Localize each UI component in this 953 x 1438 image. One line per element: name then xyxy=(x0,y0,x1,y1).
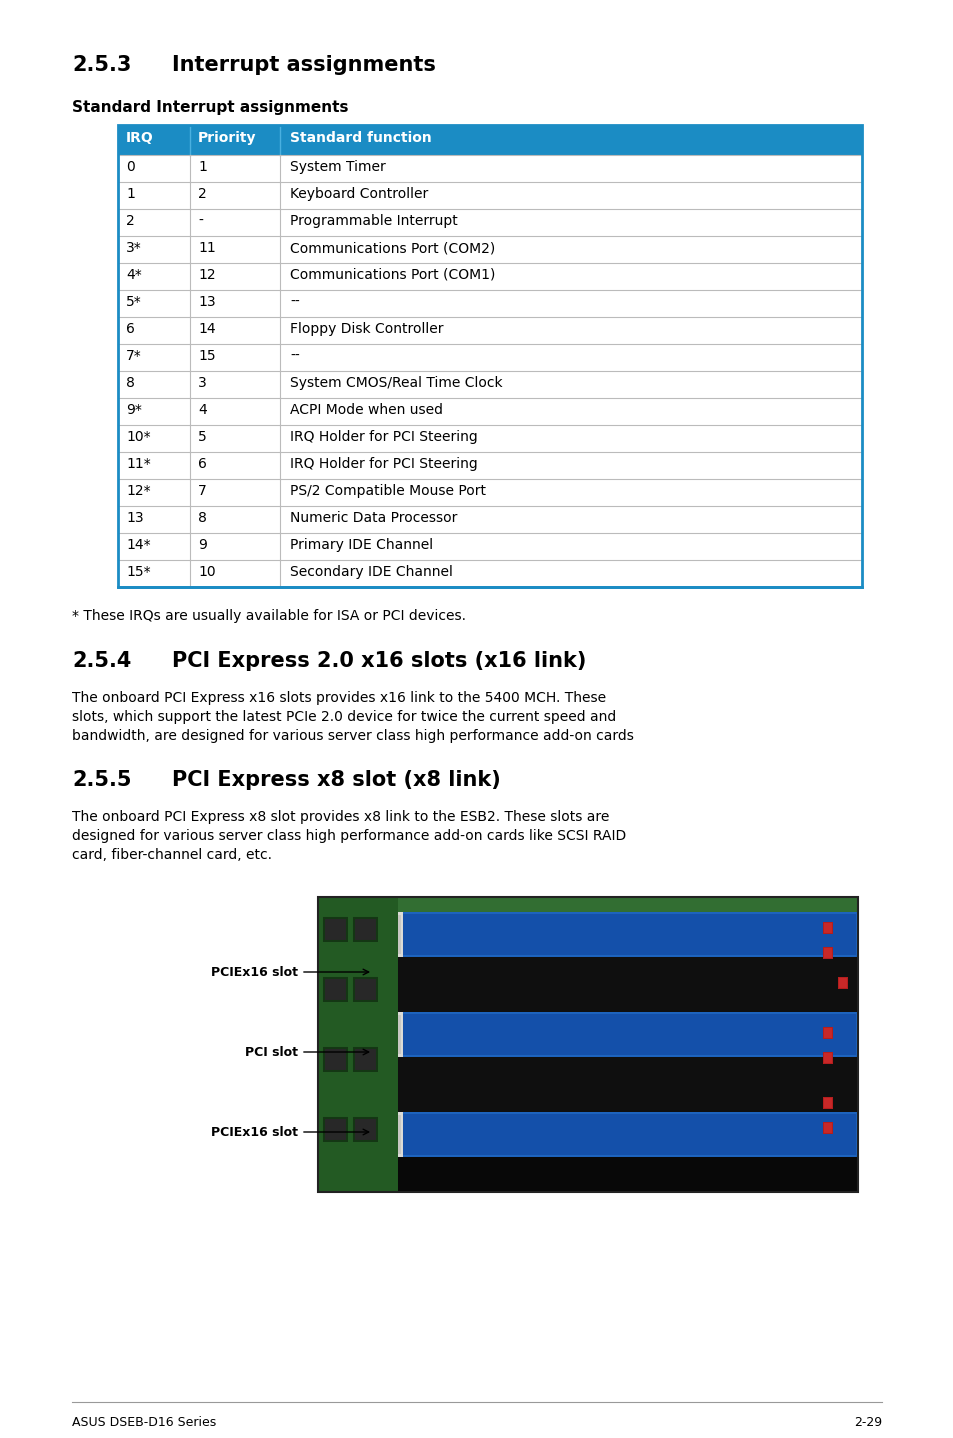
Text: 0: 0 xyxy=(126,160,134,174)
Bar xyxy=(317,897,857,1192)
Text: 6: 6 xyxy=(126,322,134,336)
Text: 14: 14 xyxy=(198,322,215,336)
Text: Floppy Disk Controller: Floppy Disk Controller xyxy=(290,322,443,336)
Bar xyxy=(118,426,862,452)
Text: PCI Express x8 slot (x8 link): PCI Express x8 slot (x8 link) xyxy=(172,769,500,789)
Text: 11: 11 xyxy=(198,242,215,255)
Text: 15: 15 xyxy=(198,349,215,362)
Text: PCIEx16 slot: PCIEx16 slot xyxy=(211,965,297,978)
Text: 6: 6 xyxy=(198,457,207,472)
Text: card, fiber-channel card, etc.: card, fiber-channel card, etc. xyxy=(71,848,272,861)
Text: ACPI Mode when used: ACPI Mode when used xyxy=(290,403,442,417)
Text: 1: 1 xyxy=(198,160,207,174)
Bar xyxy=(118,125,862,155)
Text: 2.5.3: 2.5.3 xyxy=(71,55,132,75)
Bar xyxy=(118,183,862,209)
Text: 2.5.5: 2.5.5 xyxy=(71,769,132,789)
Text: 15*: 15* xyxy=(126,565,151,580)
Text: --: -- xyxy=(290,295,299,309)
Text: 8: 8 xyxy=(198,510,207,525)
Text: 7: 7 xyxy=(198,485,207,498)
Text: slots, which support the latest PCIe 2.0 device for twice the current speed and: slots, which support the latest PCIe 2.0… xyxy=(71,710,616,723)
Bar xyxy=(118,533,862,559)
Text: * These IRQs are usually available for ISA or PCI devices.: * These IRQs are usually available for I… xyxy=(71,610,465,623)
Text: The onboard PCI Express x8 slot provides x8 link to the ESB2. These slots are: The onboard PCI Express x8 slot provides… xyxy=(71,810,609,824)
Bar xyxy=(118,559,862,587)
Text: bandwidth, are designed for various server class high performance add-on cards: bandwidth, are designed for various serv… xyxy=(71,729,633,743)
Text: Standard function: Standard function xyxy=(290,131,432,145)
Bar xyxy=(118,506,862,533)
Text: 9: 9 xyxy=(198,538,207,552)
Text: 5: 5 xyxy=(198,430,207,444)
Text: System Timer: System Timer xyxy=(290,160,385,174)
Text: Interrupt assignments: Interrupt assignments xyxy=(172,55,436,75)
Text: ASUS DSEB-D16 Series: ASUS DSEB-D16 Series xyxy=(71,1416,216,1429)
Text: 11*: 11* xyxy=(126,457,151,472)
Text: 4*: 4* xyxy=(126,267,142,282)
Bar xyxy=(118,263,862,290)
Text: 4: 4 xyxy=(198,403,207,417)
Text: 1: 1 xyxy=(126,187,134,201)
Text: -: - xyxy=(198,214,203,229)
Text: 7*: 7* xyxy=(126,349,142,362)
Text: Programmable Interrupt: Programmable Interrupt xyxy=(290,214,457,229)
Text: 3*: 3* xyxy=(126,242,142,255)
Bar xyxy=(118,236,862,263)
Text: --: -- xyxy=(290,349,299,362)
Text: IRQ Holder for PCI Steering: IRQ Holder for PCI Steering xyxy=(290,457,477,472)
Text: PS/2 Compatible Mouse Port: PS/2 Compatible Mouse Port xyxy=(290,485,485,498)
Text: System CMOS/Real Time Clock: System CMOS/Real Time Clock xyxy=(290,375,502,390)
Text: PCIEx16 slot: PCIEx16 slot xyxy=(211,1126,297,1139)
Text: Standard Interrupt assignments: Standard Interrupt assignments xyxy=(71,101,348,115)
Text: 2.5.4: 2.5.4 xyxy=(71,651,132,672)
Text: 14*: 14* xyxy=(126,538,151,552)
Bar xyxy=(118,316,862,344)
Bar xyxy=(118,452,862,479)
Text: The onboard PCI Express x16 slots provides x16 link to the 5400 MCH. These: The onboard PCI Express x16 slots provid… xyxy=(71,692,605,705)
Text: Communications Port (COM2): Communications Port (COM2) xyxy=(290,242,495,255)
Text: 2-29: 2-29 xyxy=(853,1416,882,1429)
Text: 12: 12 xyxy=(198,267,215,282)
Text: IRQ: IRQ xyxy=(126,131,153,145)
Text: 10: 10 xyxy=(198,565,215,580)
Text: Primary IDE Channel: Primary IDE Channel xyxy=(290,538,433,552)
Bar xyxy=(118,479,862,506)
Text: PCI slot: PCI slot xyxy=(245,1045,297,1058)
Text: IRQ Holder for PCI Steering: IRQ Holder for PCI Steering xyxy=(290,430,477,444)
Text: 9*: 9* xyxy=(126,403,142,417)
Text: Keyboard Controller: Keyboard Controller xyxy=(290,187,428,201)
Bar xyxy=(118,290,862,316)
Text: 13: 13 xyxy=(198,295,215,309)
Bar xyxy=(118,398,862,426)
Text: 2: 2 xyxy=(198,187,207,201)
Text: 5*: 5* xyxy=(126,295,142,309)
Text: Communications Port (COM1): Communications Port (COM1) xyxy=(290,267,495,282)
Bar xyxy=(118,344,862,371)
Text: Numeric Data Processor: Numeric Data Processor xyxy=(290,510,456,525)
Text: Priority: Priority xyxy=(198,131,256,145)
Text: designed for various server class high performance add-on cards like SCSI RAID: designed for various server class high p… xyxy=(71,828,625,843)
Text: 2: 2 xyxy=(126,214,134,229)
Bar xyxy=(118,125,862,587)
Bar xyxy=(118,209,862,236)
Text: 12*: 12* xyxy=(126,485,151,498)
Bar xyxy=(118,371,862,398)
Text: 13: 13 xyxy=(126,510,144,525)
Text: Secondary IDE Channel: Secondary IDE Channel xyxy=(290,565,453,580)
Text: PCI Express 2.0 x16 slots (x16 link): PCI Express 2.0 x16 slots (x16 link) xyxy=(172,651,586,672)
Text: 8: 8 xyxy=(126,375,134,390)
Text: 3: 3 xyxy=(198,375,207,390)
Bar xyxy=(118,155,862,183)
Text: 10*: 10* xyxy=(126,430,151,444)
